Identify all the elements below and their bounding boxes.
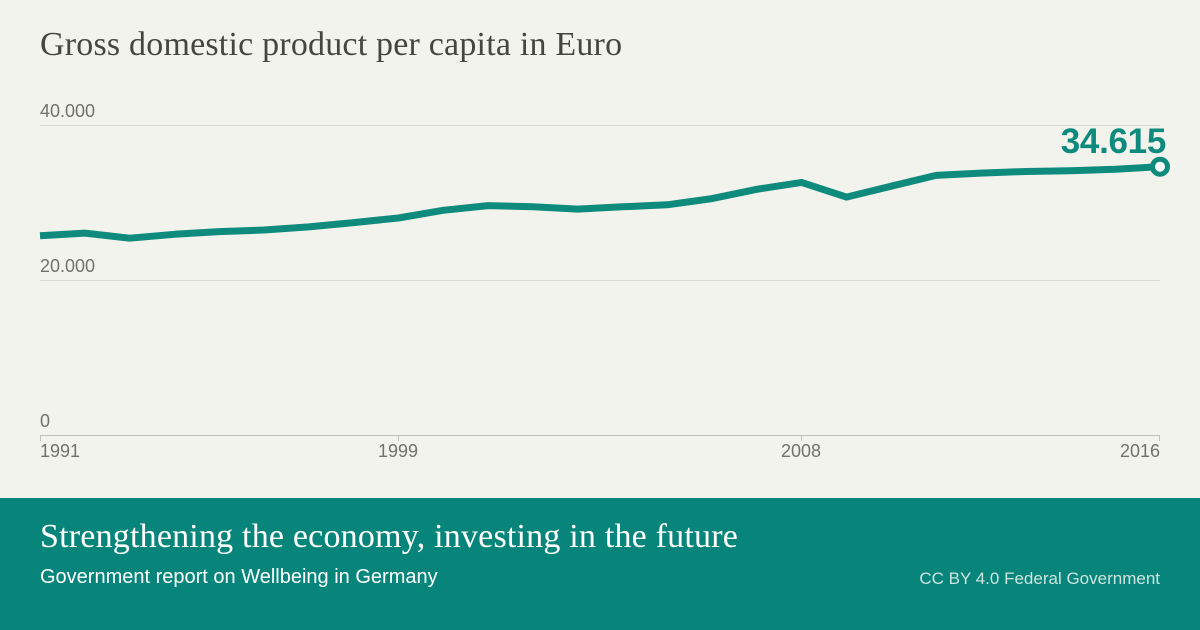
gridline-40000 [40,125,1160,126]
x-axis-label-1999: 1999 [377,441,419,461]
x-tick-1999 [398,435,399,441]
x-tick-2016 [1159,435,1160,441]
x-axis-line [40,435,1160,436]
x-axis-label-2008: 2008 [780,441,822,461]
x-axis-label-2016: 2016 [1119,441,1160,461]
x-tick-1991 [40,435,41,441]
footer-heading: Strengthening the economy, investing in … [40,518,739,555]
y-axis-label-40000: 40.000 [40,101,96,121]
gdp-line-chart [39,156,1170,242]
footer-subheading: Government report on Wellbeing in German… [40,566,438,588]
license-attribution: CC BY 4.0 Federal Government [919,569,1160,588]
gdp-line [39,163,1161,242]
gridline-20000 [40,280,1160,281]
chart-title: Gross domestic product per capita in Eur… [40,26,623,63]
endpoint-marker-icon [1150,156,1170,177]
endpoint-value-label: 34.615 [1060,122,1167,161]
y-axis-label-20000: 20.000 [40,256,96,276]
x-axis-label-1991: 1991 [40,441,81,461]
y-axis-label-0: 0 [40,411,51,431]
x-tick-2008 [801,435,802,441]
footer-banner: Strengthening the economy, investing in … [0,498,1200,630]
